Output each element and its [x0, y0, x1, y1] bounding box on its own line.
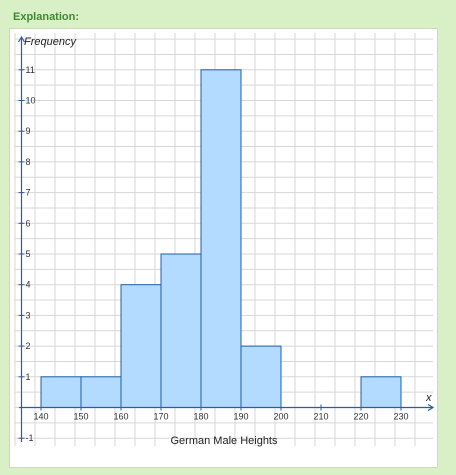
histogram-bars: [40, 69, 402, 409]
y-axis-arrow: [17, 35, 26, 43]
x-axis-arrow: [427, 403, 435, 412]
histogram-bar-180-190: [200, 69, 242, 409]
explanation-heading: Explanation:: [13, 11, 80, 23]
x-axis-ticks: 140 150 160 170 180 190 200 210 220 230: [33, 404, 409, 422]
y-tick-label: 5: [26, 249, 31, 259]
y-tick-label: 7: [26, 188, 31, 198]
histogram-bar-160-170: [120, 284, 162, 409]
x-tick-label: 190: [233, 412, 248, 422]
x-tick-label: 170: [153, 412, 168, 422]
y-tick-label: 1: [26, 372, 31, 382]
histogram-bar-190-200: [240, 345, 282, 409]
x-tick-label: 210: [313, 412, 328, 422]
y-tick-label: 8: [26, 157, 31, 167]
x-axis-symbol: x: [425, 392, 432, 404]
y-tick-label: -1: [26, 433, 34, 443]
x-tick-label: 180: [193, 412, 208, 422]
x-axis-title: German Male Heights: [171, 435, 278, 447]
histogram-bar-220-230: [360, 376, 402, 408]
y-tick-label: 11: [26, 65, 35, 75]
x-tick-label: 160: [113, 412, 128, 422]
x-tick-label: 220: [353, 412, 368, 422]
chart-axes: [17, 35, 435, 442]
x-tick-label: 200: [273, 412, 288, 422]
x-tick-label: 230: [393, 412, 408, 422]
histogram-bar-150-160: [80, 376, 122, 408]
y-tick-label: 9: [26, 126, 31, 136]
x-tick-label: 150: [73, 412, 88, 422]
histogram-bar-170-180: [160, 253, 202, 408]
histogram-bar-140-150: [40, 376, 82, 408]
x-tick-label: 140: [33, 412, 48, 422]
y-axis-ticks: -1 1 2 3 4 5 6 7 8 9 10 11: [18, 65, 36, 443]
y-tick-label: 6: [26, 218, 31, 228]
y-tick-label: 2: [26, 341, 31, 351]
y-tick-label: 3: [26, 310, 31, 320]
y-tick-label: 10: [26, 96, 36, 106]
y-tick-label: 4: [26, 280, 31, 290]
y-axis-title: Frequency: [24, 36, 77, 48]
